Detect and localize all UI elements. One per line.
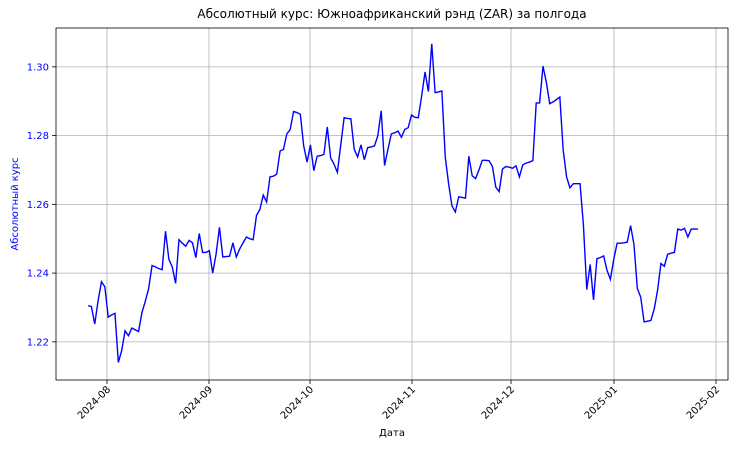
x-tick-label: 2024-09	[178, 384, 215, 421]
x-tick-label: 2024-10	[279, 384, 316, 421]
y-axis-label: Абсолютный курс	[10, 157, 21, 250]
x-tick-label: 2024-11	[381, 384, 418, 421]
plot-frame	[55, 27, 729, 381]
x-tick-label: 2024-08	[76, 384, 113, 421]
y-tick-label: 1.28	[27, 131, 49, 142]
x-tick-label: 2025-01	[583, 384, 620, 421]
chart-title: Абсолютный курс: Южноафриканский рэнд (Z…	[197, 7, 586, 21]
data-line	[87, 43, 698, 363]
y-tick-label: 1.30	[27, 62, 49, 73]
y-tick-label: 1.22	[27, 337, 49, 348]
x-tick-label: 2024-12	[480, 384, 517, 421]
y-tick-label: 1.24	[27, 269, 49, 280]
y-tick-label: 1.26	[27, 200, 49, 211]
x-tick-label: 2025-02	[685, 384, 722, 421]
x-axis-label: Дата	[379, 428, 405, 439]
